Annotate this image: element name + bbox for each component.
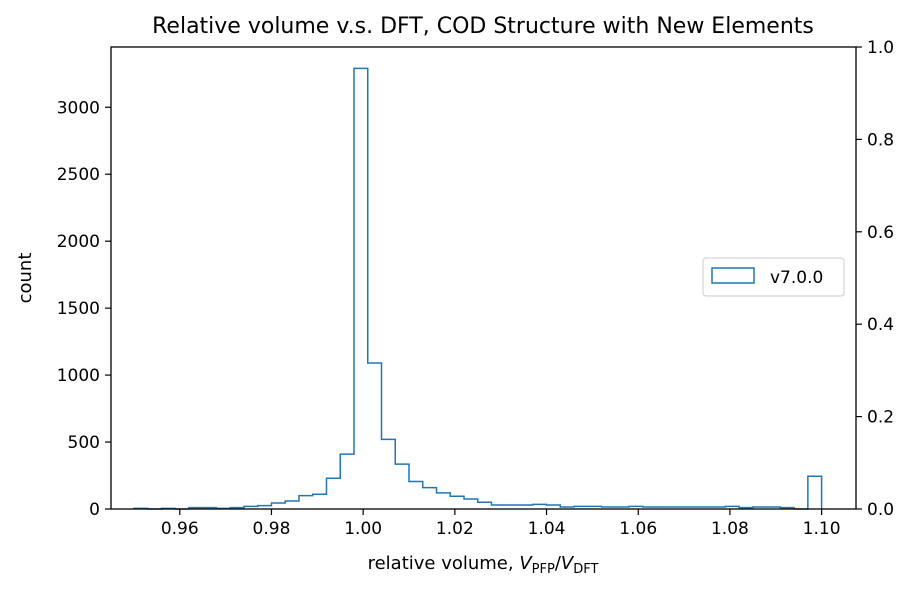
x-axis-label-v-dft: V: [561, 553, 575, 574]
histogram-bin: [340, 454, 354, 509]
x-tick-label: 1.06: [619, 519, 657, 539]
y-tick-label: 2500: [57, 165, 100, 185]
histogram-bin: [409, 482, 423, 509]
y-axis-left-ticks: 0 500 1000 1500 2000 2500 3000: [57, 98, 111, 520]
histogram-outline: [133, 67, 823, 510]
x-tick-label: 1.00: [344, 519, 382, 539]
y-tick-label: 500: [68, 433, 100, 453]
histogram-bin: [313, 494, 327, 509]
histogram-bin: [478, 502, 492, 509]
y2-tick-label: 0.6: [867, 223, 894, 243]
x-axis-ticks: 0.96 0.98 1.00 1.02 1.04 1.06 1.08 1.10: [161, 509, 841, 539]
histogram-bin: [285, 501, 299, 509]
histogram-bin: [326, 478, 340, 509]
legend: v7.0.0: [702, 257, 845, 297]
x-tick-label: 1.02: [436, 519, 474, 539]
histogram-bin: [299, 496, 313, 509]
y-axis-label: count: [15, 253, 36, 304]
x-tick-label: 1.10: [803, 519, 841, 539]
y2-tick-label: 0.0: [867, 500, 894, 520]
histogram-bin: [437, 493, 451, 509]
histogram-bin: [354, 68, 368, 509]
y-tick-label: 1000: [57, 366, 100, 386]
histogram-bin: [464, 499, 478, 509]
y2-tick-label: 1.0: [867, 38, 894, 58]
y2-tick-label: 0.4: [867, 315, 894, 335]
histogram-bin: [271, 503, 285, 509]
x-axis-label-sub-dft: DFT: [573, 562, 598, 577]
x-tick-label: 1.04: [528, 519, 566, 539]
histogram-bin: [381, 439, 395, 509]
x-axis-label-prefix: relative volume,: [368, 553, 520, 574]
y2-tick-label: 0.2: [867, 408, 894, 428]
histogram-bin: [423, 488, 437, 509]
x-tick-label: 0.96: [161, 519, 199, 539]
chart-title: Relative volume v.s. DFT, COD Structure …: [152, 14, 814, 39]
x-axis-label: relative volume, VPFP/VDFT: [368, 553, 599, 577]
x-tick-label: 0.98: [253, 519, 291, 539]
histogram-bin: [450, 496, 464, 509]
x-tick-label: 1.08: [711, 519, 749, 539]
histogram-bin: [533, 504, 547, 509]
y-tick-label: 1500: [57, 299, 100, 319]
y-axis-right-ticks: 0.0 0.2 0.4 0.6 0.8 1.0: [856, 38, 894, 520]
y2-tick-label: 0.8: [867, 130, 894, 150]
histogram-bin: [808, 476, 822, 509]
legend-swatch: [711, 267, 755, 284]
y-tick-label: 3000: [57, 98, 100, 118]
y-tick-label: 0: [89, 500, 100, 520]
x-axis-label-v-pfp: V: [519, 553, 533, 574]
legend-label: v7.0.0: [770, 268, 823, 288]
x-axis-label-slash: /: [555, 553, 562, 574]
x-axis-label-sub-pfp: PFP: [532, 562, 555, 577]
histogram-bin: [395, 464, 409, 509]
y-tick-label: 2000: [57, 232, 100, 252]
histogram-bin: [368, 363, 382, 509]
histogram-bars: [133, 67, 823, 510]
plot-frame: [110, 46, 857, 510]
